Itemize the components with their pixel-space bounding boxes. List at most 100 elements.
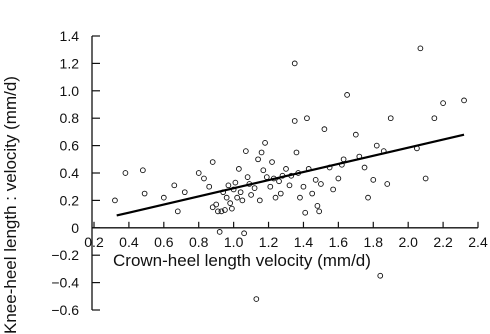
x-tick-label: 2.2	[433, 234, 453, 250]
y-tick-label: 1.2	[60, 55, 80, 71]
data-point	[218, 208, 225, 215]
data-point	[243, 148, 249, 154]
x-tick-label: 1.0	[224, 234, 244, 250]
y-tick-label: 0.8	[60, 110, 80, 126]
data-point	[232, 179, 239, 186]
data-point	[304, 115, 310, 122]
data-point	[174, 208, 181, 215]
data-point	[227, 200, 233, 206]
data-point	[195, 170, 202, 176]
x-tick-label: 0.8	[189, 234, 209, 250]
data-point	[352, 131, 359, 138]
data-point	[260, 167, 267, 174]
data-point	[122, 170, 129, 176]
data-point	[256, 197, 263, 204]
data-point	[377, 272, 384, 279]
data-point	[262, 140, 268, 146]
data-point	[330, 186, 336, 193]
x-tick-label: 2.0	[398, 234, 418, 250]
data-point	[222, 207, 228, 213]
data-point	[244, 174, 251, 180]
data-point	[253, 296, 260, 302]
data-point	[291, 118, 298, 124]
data-point	[181, 189, 188, 196]
y-tick-label: 0	[71, 220, 79, 236]
y-tick-label: −0.6	[51, 302, 79, 318]
data-point	[283, 166, 289, 172]
y-axis-ticks: −0.6 −0.4 −0.2 0 0.2 0.4 0.6 0.8 1.0 1.2 1.4	[51, 28, 100, 318]
x-tick-label: 2.4	[468, 234, 488, 250]
data-point	[316, 208, 323, 215]
y-tick-label: 0.4	[60, 165, 80, 181]
x-axis-title: Crown-heel length velocity (mm/d)	[113, 251, 371, 270]
data-point	[206, 183, 213, 190]
data-point	[213, 201, 220, 208]
data-point	[335, 175, 342, 182]
x-tick-label: 1.6	[329, 234, 349, 250]
x-tick-label: 0.4	[119, 234, 139, 250]
x-tick-label: 1.4	[294, 234, 314, 250]
x-axis-ticks: 0.2 0.4 0.6 0.8 1.0 1.2 1.4 1.6 1.8 2.0 2.2 2.4	[84, 221, 488, 250]
data-point	[365, 194, 371, 201]
data-point	[251, 185, 258, 191]
data-point	[387, 115, 394, 122]
data-point	[417, 45, 424, 52]
data-point	[297, 194, 303, 201]
data-point	[312, 177, 319, 183]
data-point	[361, 164, 368, 171]
data-point	[171, 182, 178, 189]
data-point	[314, 203, 321, 209]
data-point	[255, 156, 261, 163]
x-tick-label: 0.2	[84, 234, 104, 250]
data-point	[229, 205, 235, 212]
data-point	[461, 97, 467, 104]
data-point	[236, 166, 242, 172]
data-point	[291, 60, 298, 67]
data-point	[112, 197, 118, 204]
data-point	[269, 159, 275, 165]
data-point	[440, 100, 446, 106]
data-point	[384, 181, 391, 187]
data-point	[237, 189, 244, 196]
y-tick-label: −0.4	[51, 275, 79, 291]
data-point	[276, 178, 282, 185]
data-point	[239, 197, 246, 204]
data-point	[225, 182, 232, 189]
data-point	[267, 183, 274, 190]
data-point	[370, 177, 377, 183]
data-point	[302, 209, 309, 216]
x-tick-label: 1.8	[364, 234, 384, 250]
data-point	[234, 194, 240, 201]
y-tick-label: 0.6	[60, 138, 80, 154]
x-tick-label: 1.2	[259, 234, 279, 250]
data-point	[277, 190, 284, 197]
data-point	[344, 92, 350, 98]
data-point	[300, 183, 307, 190]
y-tick-label: 1.4	[60, 28, 80, 44]
data-point	[241, 230, 247, 237]
y-tick-label: 0.2	[60, 192, 80, 208]
data-point	[286, 182, 293, 189]
data-point	[209, 159, 216, 165]
trend-line	[116, 133, 465, 217]
data-point	[293, 149, 300, 156]
data-point	[272, 194, 279, 201]
data-point	[263, 174, 270, 180]
data-point	[373, 142, 380, 149]
y-axis-title: Knee-heel length : velocity (mm/d)	[1, 76, 20, 334]
y-tick-label: 1.0	[60, 83, 80, 99]
data-point	[422, 175, 429, 182]
data-point	[340, 156, 347, 163]
data-point	[248, 192, 254, 198]
data-point	[216, 229, 223, 235]
data-point	[223, 194, 230, 201]
data-point	[431, 115, 438, 122]
data-point	[201, 175, 207, 182]
data-point	[141, 190, 148, 197]
data-point	[140, 167, 146, 174]
data-point	[309, 190, 316, 197]
data-point	[318, 181, 324, 187]
data-point	[258, 149, 265, 156]
data-point	[160, 194, 167, 201]
